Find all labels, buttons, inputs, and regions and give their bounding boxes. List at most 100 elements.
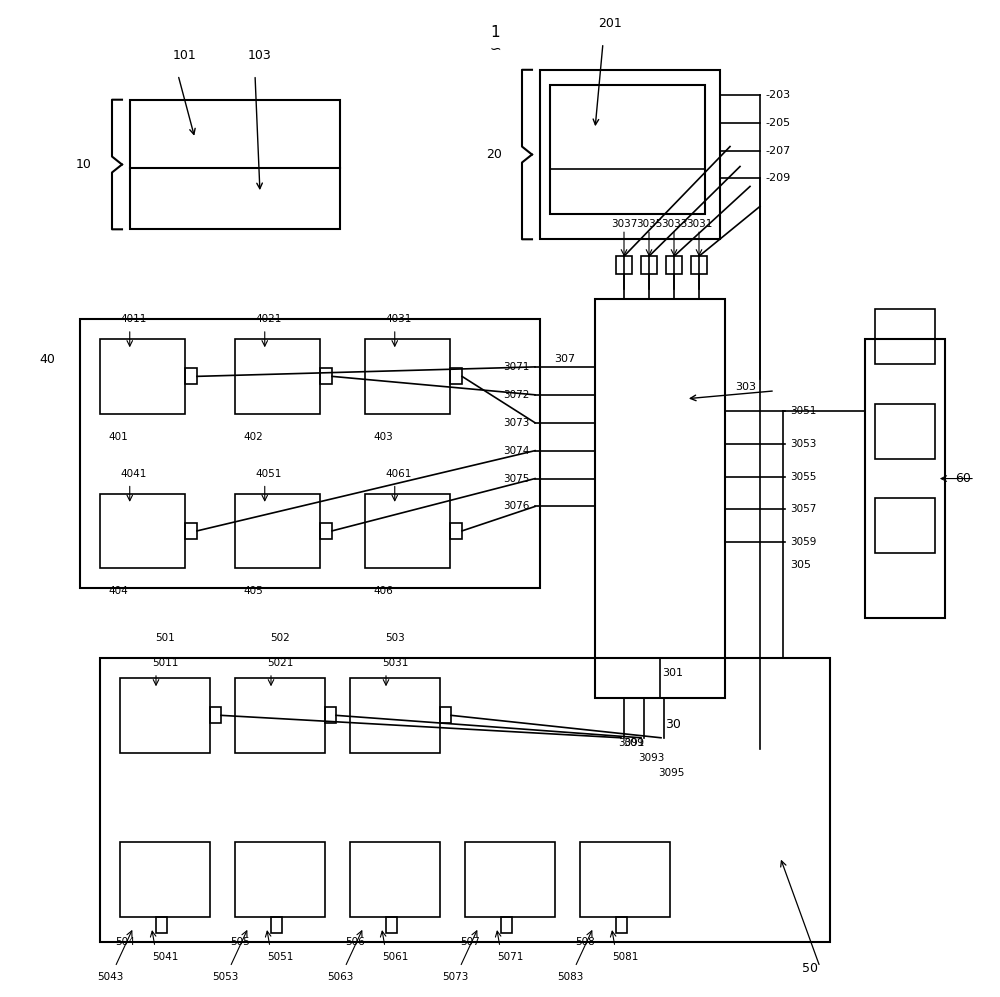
Text: 4051: 4051 (256, 469, 282, 479)
Text: 502: 502 (270, 633, 290, 643)
Text: 503: 503 (385, 633, 405, 643)
Text: 101: 101 (173, 49, 197, 62)
Text: 4041: 4041 (121, 469, 147, 479)
Bar (325, 708, 336, 724)
Text: 5073: 5073 (442, 972, 468, 982)
Bar (271, 917, 282, 933)
Text: 5041: 5041 (152, 952, 178, 962)
Text: 406: 406 (374, 586, 393, 596)
Bar (235, 339, 320, 414)
Bar (450, 523, 462, 539)
Bar (550, 85, 705, 214)
Text: 5063: 5063 (327, 972, 353, 982)
Text: -209: -209 (765, 173, 790, 183)
Text: 5011: 5011 (152, 658, 178, 668)
Text: 5051: 5051 (267, 952, 293, 962)
Bar (501, 917, 512, 933)
Text: 4031: 4031 (386, 314, 412, 324)
Text: 3091: 3091 (619, 738, 645, 748)
Bar (595, 299, 725, 698)
Text: 303: 303 (735, 382, 756, 392)
Text: 30: 30 (665, 718, 681, 731)
Text: 508: 508 (575, 937, 595, 947)
Text: 3053: 3053 (790, 439, 816, 449)
Text: 5061: 5061 (382, 952, 408, 962)
Text: 5083: 5083 (557, 972, 583, 982)
Bar (320, 369, 332, 385)
Text: 3076: 3076 (504, 501, 530, 511)
Text: 3051: 3051 (790, 406, 816, 416)
Text: 5031: 5031 (382, 658, 408, 668)
Text: 505: 505 (230, 937, 250, 947)
Text: 10: 10 (76, 158, 92, 171)
Bar (100, 658, 830, 942)
Text: 3035: 3035 (636, 219, 662, 229)
Bar (320, 523, 332, 539)
Bar (156, 917, 167, 933)
Text: 309: 309 (623, 738, 645, 748)
Text: 1: 1 (490, 25, 500, 40)
Text: 507: 507 (460, 937, 480, 947)
Bar (235, 678, 325, 753)
Text: 3073: 3073 (504, 418, 530, 428)
Text: 3033: 3033 (661, 219, 687, 229)
Text: 4011: 4011 (121, 314, 147, 324)
Bar (100, 494, 185, 568)
Text: 3072: 3072 (504, 390, 530, 400)
Text: 3093: 3093 (639, 753, 665, 763)
Text: 501: 501 (155, 633, 175, 643)
Bar (350, 678, 440, 753)
Bar (875, 309, 935, 364)
Text: 3055: 3055 (790, 472, 816, 482)
Bar (875, 404, 935, 459)
Bar (365, 339, 450, 414)
Text: 3095: 3095 (659, 768, 685, 778)
Text: 3057: 3057 (790, 504, 816, 514)
Text: 404: 404 (109, 586, 128, 596)
Text: -205: -205 (765, 118, 790, 128)
Text: 506: 506 (345, 937, 365, 947)
Text: 3071: 3071 (504, 362, 530, 372)
Text: -207: -207 (765, 146, 790, 156)
Bar (865, 339, 945, 618)
Text: 50: 50 (802, 962, 818, 975)
Text: 305: 305 (790, 560, 811, 570)
Text: 401: 401 (109, 432, 128, 442)
Text: 5021: 5021 (267, 658, 293, 668)
Bar (235, 842, 325, 917)
Text: 60: 60 (955, 472, 971, 486)
Text: 5081: 5081 (612, 952, 638, 962)
Bar (100, 339, 185, 414)
Bar (465, 842, 555, 917)
Text: 402: 402 (244, 432, 263, 442)
Text: -203: -203 (765, 90, 790, 100)
Text: 504: 504 (115, 937, 135, 947)
Text: 301: 301 (662, 668, 683, 678)
Text: 3074: 3074 (504, 446, 530, 456)
Bar (616, 256, 632, 274)
Bar (210, 708, 221, 724)
Bar (666, 256, 682, 274)
Bar (691, 256, 707, 274)
Text: 3031: 3031 (686, 219, 712, 229)
Bar (130, 100, 340, 229)
Bar (185, 523, 197, 539)
Bar (365, 494, 450, 568)
Bar (120, 842, 210, 917)
Text: 5043: 5043 (97, 972, 123, 982)
Bar (120, 678, 210, 753)
Text: 4021: 4021 (256, 314, 282, 324)
Text: 201: 201 (598, 17, 622, 30)
Text: 3059: 3059 (790, 537, 816, 547)
Text: 4061: 4061 (386, 469, 412, 479)
Text: 3037: 3037 (611, 219, 637, 229)
Bar (540, 70, 720, 239)
Text: 103: 103 (248, 49, 272, 62)
Text: ∽: ∽ (489, 42, 501, 56)
Bar (616, 917, 627, 933)
Bar (80, 319, 540, 588)
Text: 403: 403 (374, 432, 393, 442)
Text: 405: 405 (244, 586, 263, 596)
Bar (580, 842, 670, 917)
Bar (440, 708, 451, 724)
